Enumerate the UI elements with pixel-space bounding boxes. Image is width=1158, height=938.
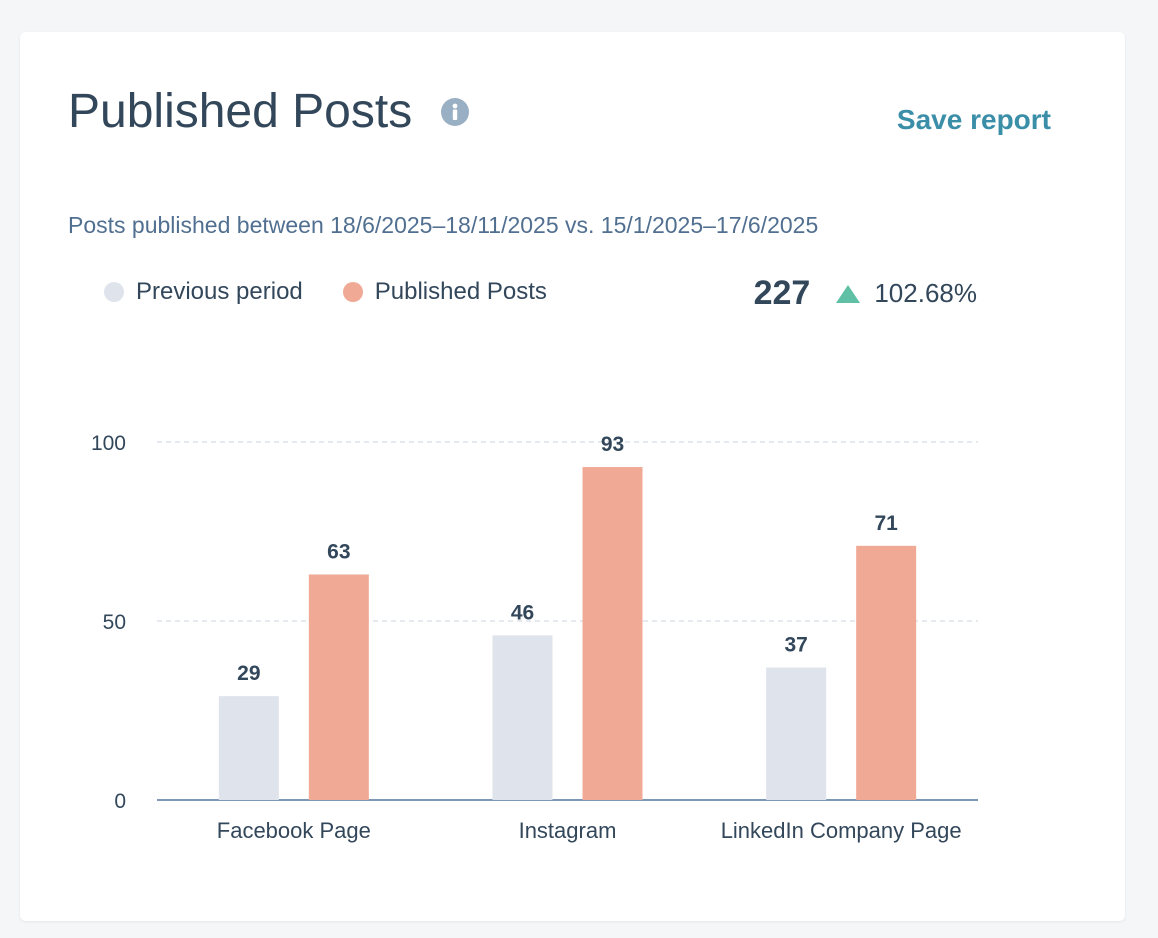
bar-published[interactable] <box>582 467 643 800</box>
data-label-previous: 46 <box>511 601 534 624</box>
legend-dot-previous <box>104 282 124 302</box>
data-label-published: 93 <box>601 433 624 456</box>
page-title: Published Posts <box>68 85 413 138</box>
bar-published[interactable] <box>308 574 369 800</box>
data-label-published: 63 <box>327 540 350 563</box>
legend-label-previous: Previous period <box>136 278 303 305</box>
y-tick-label: 0 <box>114 790 126 813</box>
data-label-published: 71 <box>874 512 898 535</box>
x-tick-label: Instagram <box>519 818 617 843</box>
chart-legend: Previous period Published Posts <box>104 278 547 306</box>
report-card: Published Posts Save report Posts publis… <box>20 32 1125 921</box>
bar-published[interactable] <box>856 545 917 800</box>
legend-dot-published <box>342 282 363 302</box>
summary-stat: 227 102.68% <box>754 274 977 313</box>
summary-change: 102.68% <box>874 278 977 308</box>
bar-previous[interactable] <box>766 667 827 800</box>
y-tick-label: 100 <box>91 432 126 455</box>
x-tick-label: Facebook Page <box>217 818 371 843</box>
legend-label-published: Published Posts <box>374 278 547 305</box>
data-label-previous: 29 <box>237 662 260 685</box>
x-tick-label: LinkedIn Company Page <box>721 818 962 843</box>
triangle-up-icon <box>836 284 861 303</box>
bar-chart: 0 50 100 29 63 Facebook Page 46 93 Instagram 37 71… <box>91 432 978 843</box>
bar-previous[interactable] <box>492 635 553 800</box>
bar-previous[interactable] <box>218 696 279 800</box>
info-circle-icon[interactable] <box>441 98 469 126</box>
data-label-previous: 37 <box>784 634 807 657</box>
date-range-subtitle: Posts published between 18/6/2025–18/11/… <box>68 212 819 238</box>
summary-total: 227 <box>753 274 811 312</box>
legend-item-previous[interactable]: Previous period <box>104 278 303 306</box>
legend-item-published[interactable]: Published Posts <box>342 278 547 306</box>
y-tick-label: 50 <box>103 611 126 634</box>
save-report-button[interactable]: Save report <box>896 104 1051 135</box>
